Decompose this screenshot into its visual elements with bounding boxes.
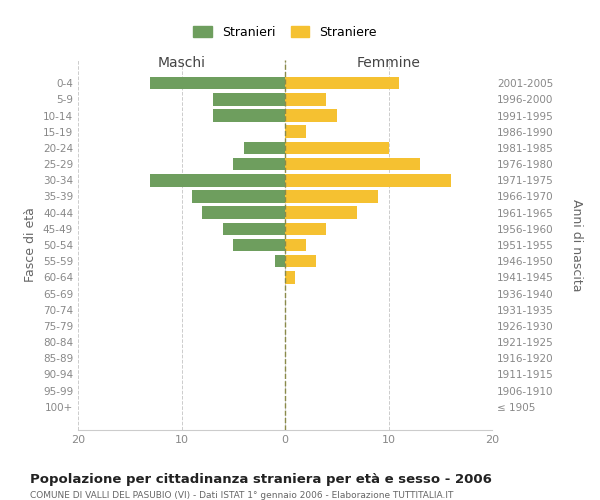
Bar <box>151 77 285 90</box>
Bar <box>285 271 295 283</box>
Bar <box>285 142 389 154</box>
Y-axis label: Fasce di età: Fasce di età <box>25 208 37 282</box>
Bar <box>212 93 285 106</box>
Bar <box>275 255 285 268</box>
Bar <box>192 190 285 203</box>
Bar <box>285 158 419 170</box>
Bar <box>285 255 316 268</box>
Text: Popolazione per cittadinanza straniera per età e sesso - 2006: Popolazione per cittadinanza straniera p… <box>30 472 492 486</box>
Text: Femmine: Femmine <box>356 56 421 70</box>
Legend: Stranieri, Straniere: Stranieri, Straniere <box>190 22 380 42</box>
Text: Maschi: Maschi <box>157 56 205 70</box>
Bar <box>285 109 337 122</box>
Bar <box>212 109 285 122</box>
Bar <box>285 77 399 90</box>
Text: COMUNE DI VALLI DEL PASUBIO (VI) - Dati ISTAT 1° gennaio 2006 - Elaborazione TUT: COMUNE DI VALLI DEL PASUBIO (VI) - Dati … <box>30 491 454 500</box>
Bar <box>233 158 285 170</box>
Y-axis label: Anni di nascita: Anni di nascita <box>570 198 583 291</box>
Bar <box>285 126 306 138</box>
Bar <box>285 93 326 106</box>
Bar <box>285 206 358 219</box>
Bar <box>285 190 378 203</box>
Bar <box>151 174 285 186</box>
Bar <box>285 222 326 235</box>
Bar <box>233 238 285 252</box>
Bar <box>202 206 285 219</box>
Bar <box>285 238 306 252</box>
Bar <box>223 222 285 235</box>
Bar <box>285 174 451 186</box>
Bar <box>244 142 285 154</box>
